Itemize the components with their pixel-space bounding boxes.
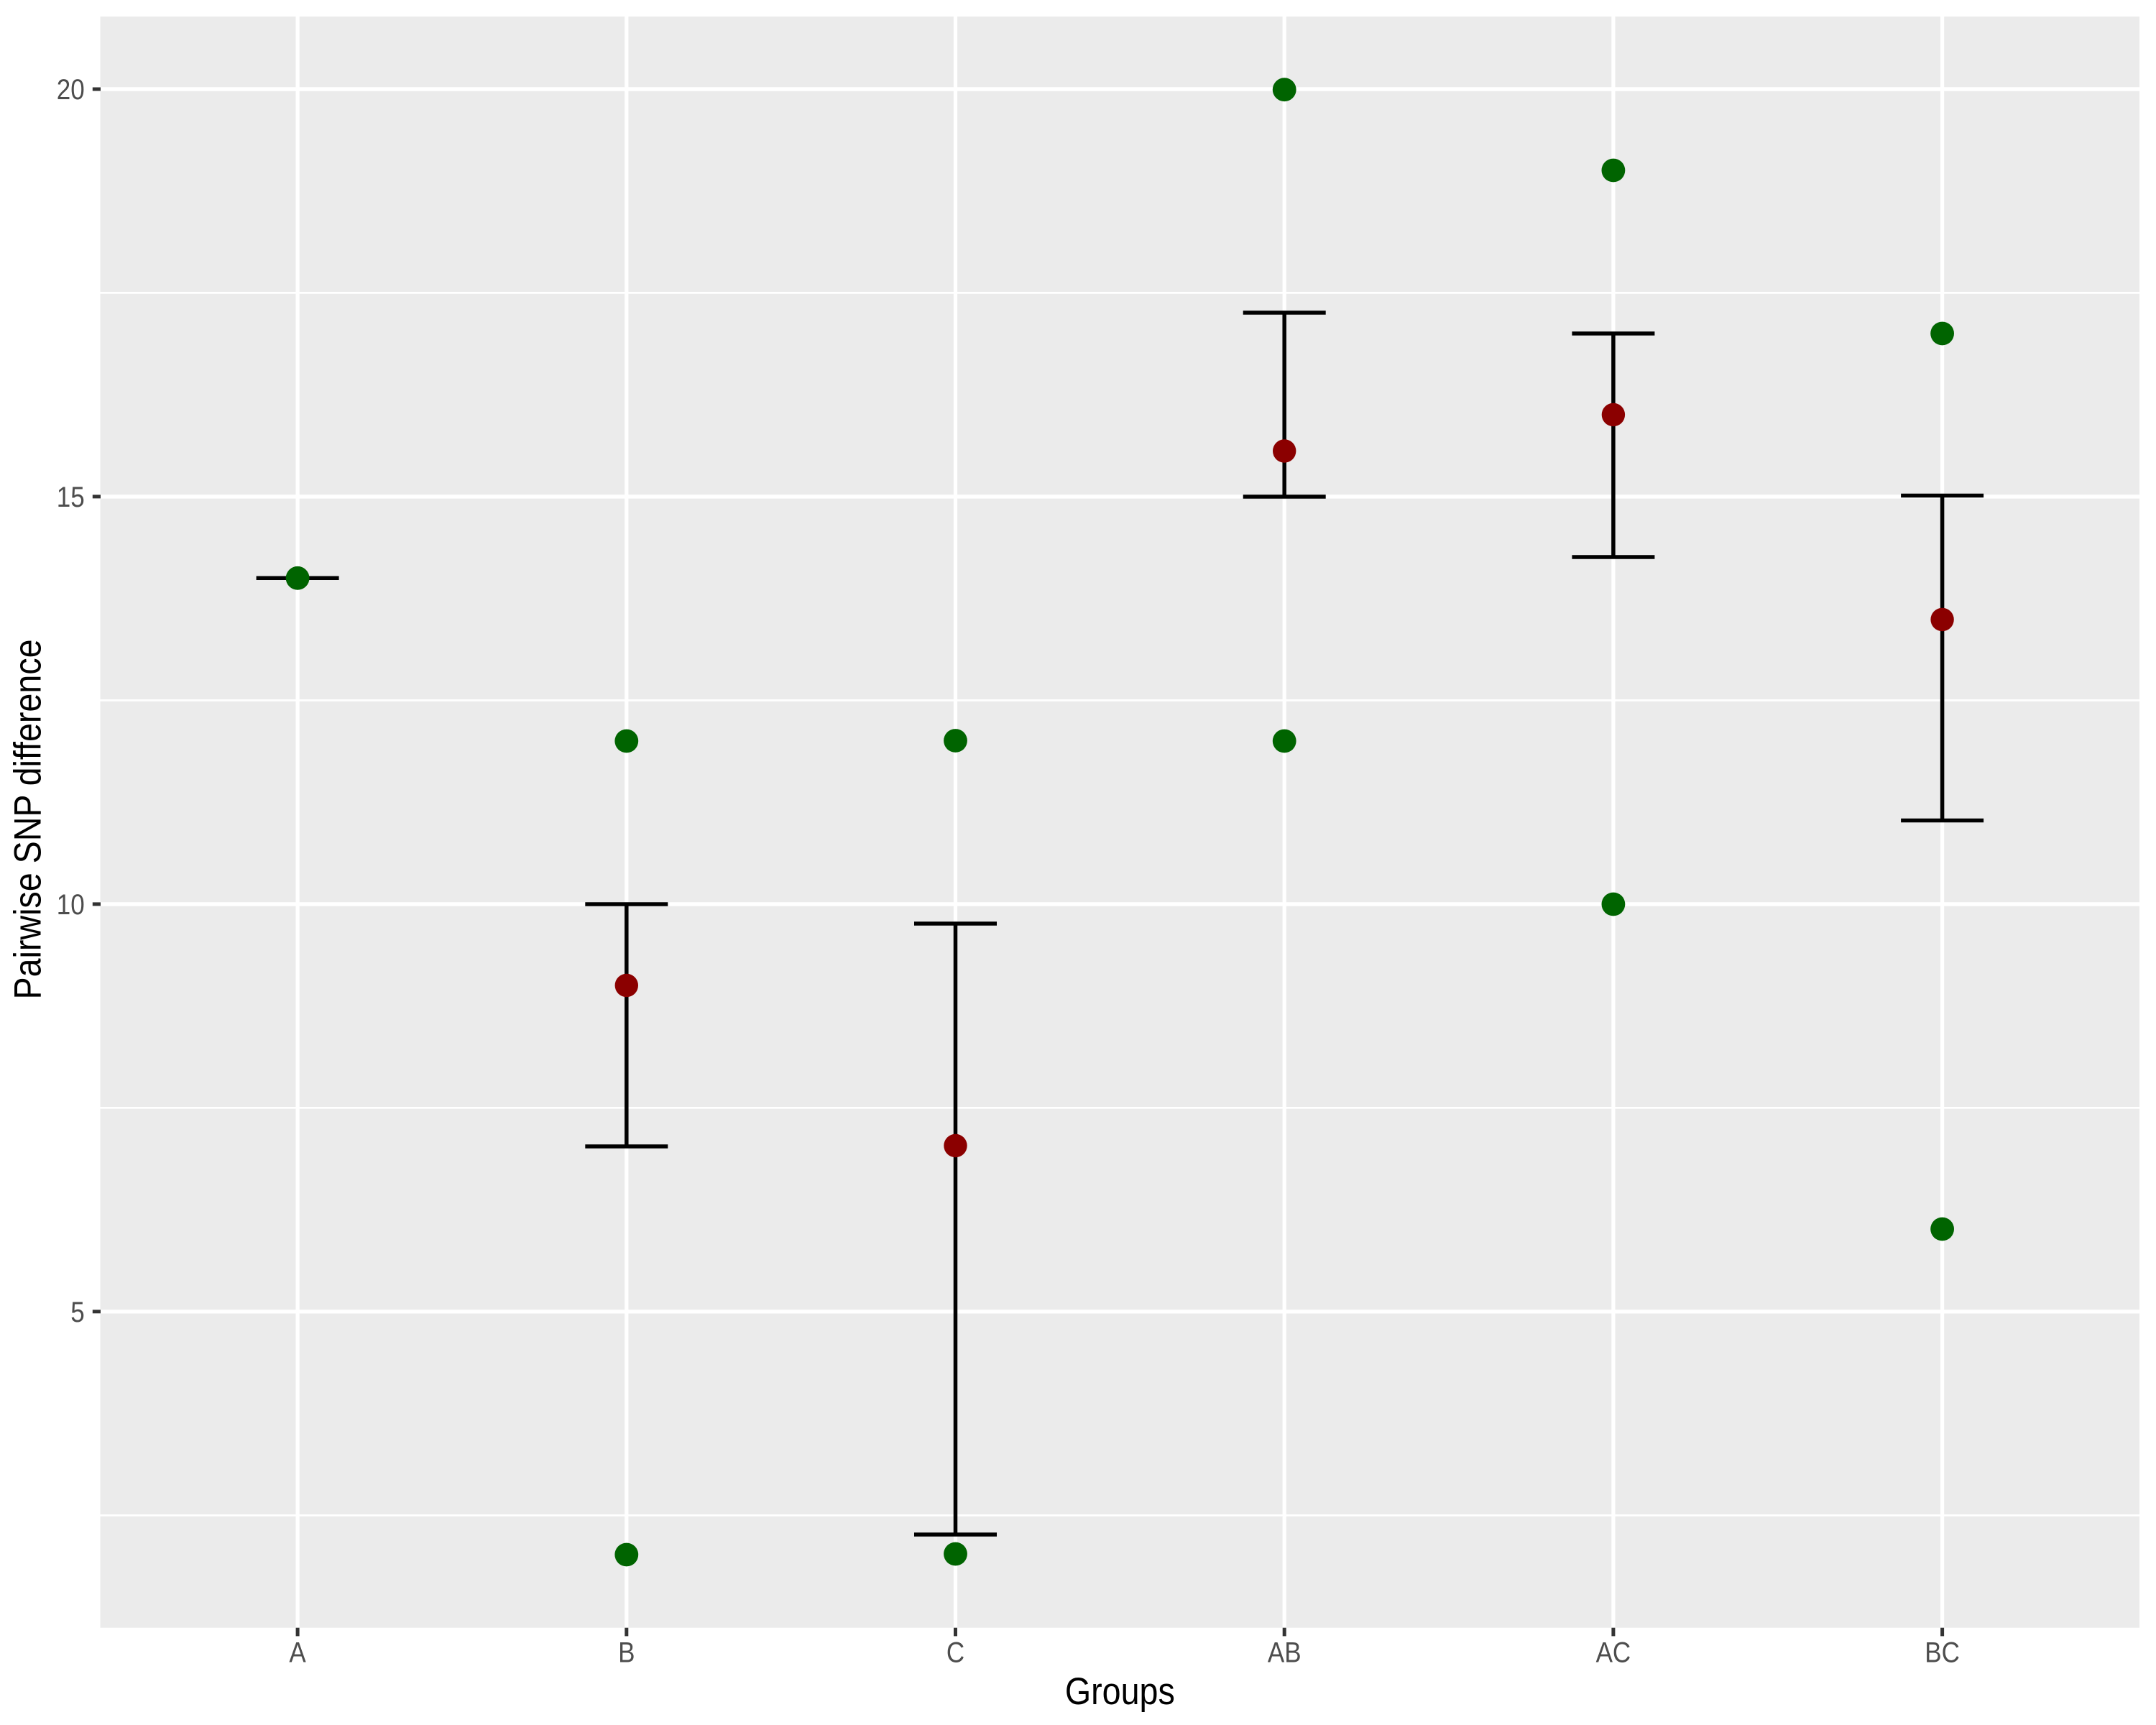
svg-text:AB: AB — [1268, 1636, 1302, 1668]
svg-text:A: A — [289, 1636, 305, 1668]
svg-text:5: 5 — [70, 1296, 84, 1328]
svg-text:10: 10 — [57, 888, 85, 921]
svg-text:15: 15 — [57, 481, 85, 513]
svg-text:Pairwise SNP difference: Pairwise SNP difference — [6, 639, 49, 999]
svg-text:Groups: Groups — [1065, 1670, 1175, 1712]
svg-text:C: C — [946, 1636, 964, 1668]
svg-text:AC: AC — [1596, 1636, 1631, 1668]
svg-text:B: B — [618, 1636, 635, 1668]
svg-text:20: 20 — [57, 73, 85, 106]
svg-text:BC: BC — [1925, 1636, 1960, 1668]
